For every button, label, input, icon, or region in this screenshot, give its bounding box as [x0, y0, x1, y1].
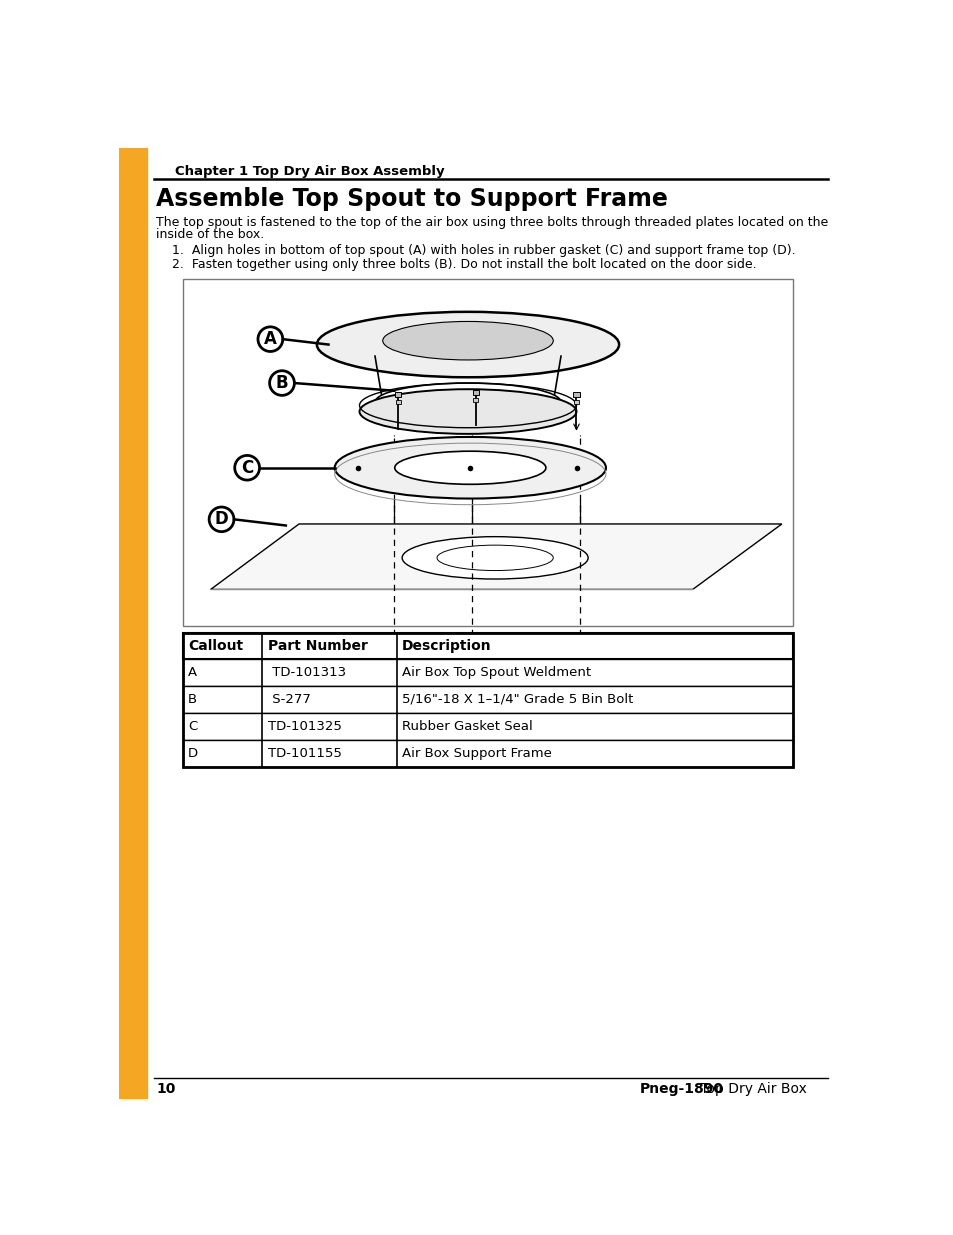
Text: 10: 10	[156, 1082, 175, 1097]
Text: 1.  Align holes in bottom of top spout (A) with holes in rubber gasket (C) and s: 1. Align holes in bottom of top spout (A…	[172, 243, 795, 257]
Text: S-277: S-277	[268, 693, 310, 705]
Bar	[472, 390, 478, 395]
Text: Air Box Top Spout Weldment: Air Box Top Spout Weldment	[401, 666, 591, 679]
Text: Callout: Callout	[188, 638, 243, 653]
Bar	[473, 398, 477, 401]
Text: Part Number: Part Number	[268, 638, 367, 653]
Text: D: D	[214, 510, 228, 529]
Ellipse shape	[395, 451, 545, 484]
Text: A: A	[264, 330, 276, 348]
Bar	[183, 279, 793, 626]
Bar	[574, 400, 578, 404]
Text: TD-101155: TD-101155	[268, 746, 341, 760]
Text: Air Box Support Frame: Air Box Support Frame	[401, 746, 551, 760]
Bar	[395, 393, 401, 396]
Ellipse shape	[402, 537, 587, 579]
Circle shape	[234, 456, 259, 480]
Text: TD-101313: TD-101313	[268, 666, 345, 679]
Text: 2.  Fasten together using only three bolts (B). Do not install the bolt located : 2. Fasten together using only three bolt…	[172, 258, 756, 272]
Circle shape	[209, 508, 233, 531]
Text: D: D	[188, 746, 198, 760]
Text: A: A	[188, 666, 197, 679]
Ellipse shape	[316, 311, 618, 377]
Text: Chapter 1 Top Dry Air Box Assembly: Chapter 1 Top Dry Air Box Assembly	[174, 165, 444, 178]
Text: Pneg-1890: Pneg-1890	[639, 1082, 723, 1097]
Circle shape	[270, 370, 294, 395]
Text: B: B	[275, 374, 288, 391]
Bar	[119, 148, 147, 1099]
Ellipse shape	[382, 321, 553, 359]
Bar	[183, 740, 793, 767]
Text: B: B	[188, 693, 197, 705]
Text: TD-101325: TD-101325	[268, 720, 341, 732]
Text: Description: Description	[401, 638, 491, 653]
Text: Top Dry Air Box: Top Dry Air Box	[695, 1082, 806, 1097]
Ellipse shape	[359, 389, 576, 433]
Ellipse shape	[335, 437, 605, 499]
Bar	[183, 713, 793, 740]
Bar	[183, 634, 793, 658]
Circle shape	[257, 327, 282, 352]
Text: C: C	[241, 458, 253, 477]
Bar	[573, 393, 579, 396]
Text: C: C	[188, 720, 197, 732]
Polygon shape	[211, 524, 781, 589]
Bar	[395, 400, 400, 404]
Bar	[183, 634, 793, 767]
Text: inside of the box.: inside of the box.	[156, 227, 264, 241]
Text: The top spout is fastened to the top of the air box using three bolts through th: The top spout is fastened to the top of …	[156, 216, 828, 228]
Bar	[183, 685, 793, 713]
Text: Rubber Gasket Seal: Rubber Gasket Seal	[401, 720, 532, 732]
Ellipse shape	[375, 383, 560, 421]
Text: 5/16"-18 X 1–1/4" Grade 5 Bin Bolt: 5/16"-18 X 1–1/4" Grade 5 Bin Bolt	[401, 693, 633, 705]
Ellipse shape	[436, 545, 553, 571]
Bar	[183, 658, 793, 685]
Text: Assemble Top Spout to Support Frame: Assemble Top Spout to Support Frame	[156, 186, 668, 211]
